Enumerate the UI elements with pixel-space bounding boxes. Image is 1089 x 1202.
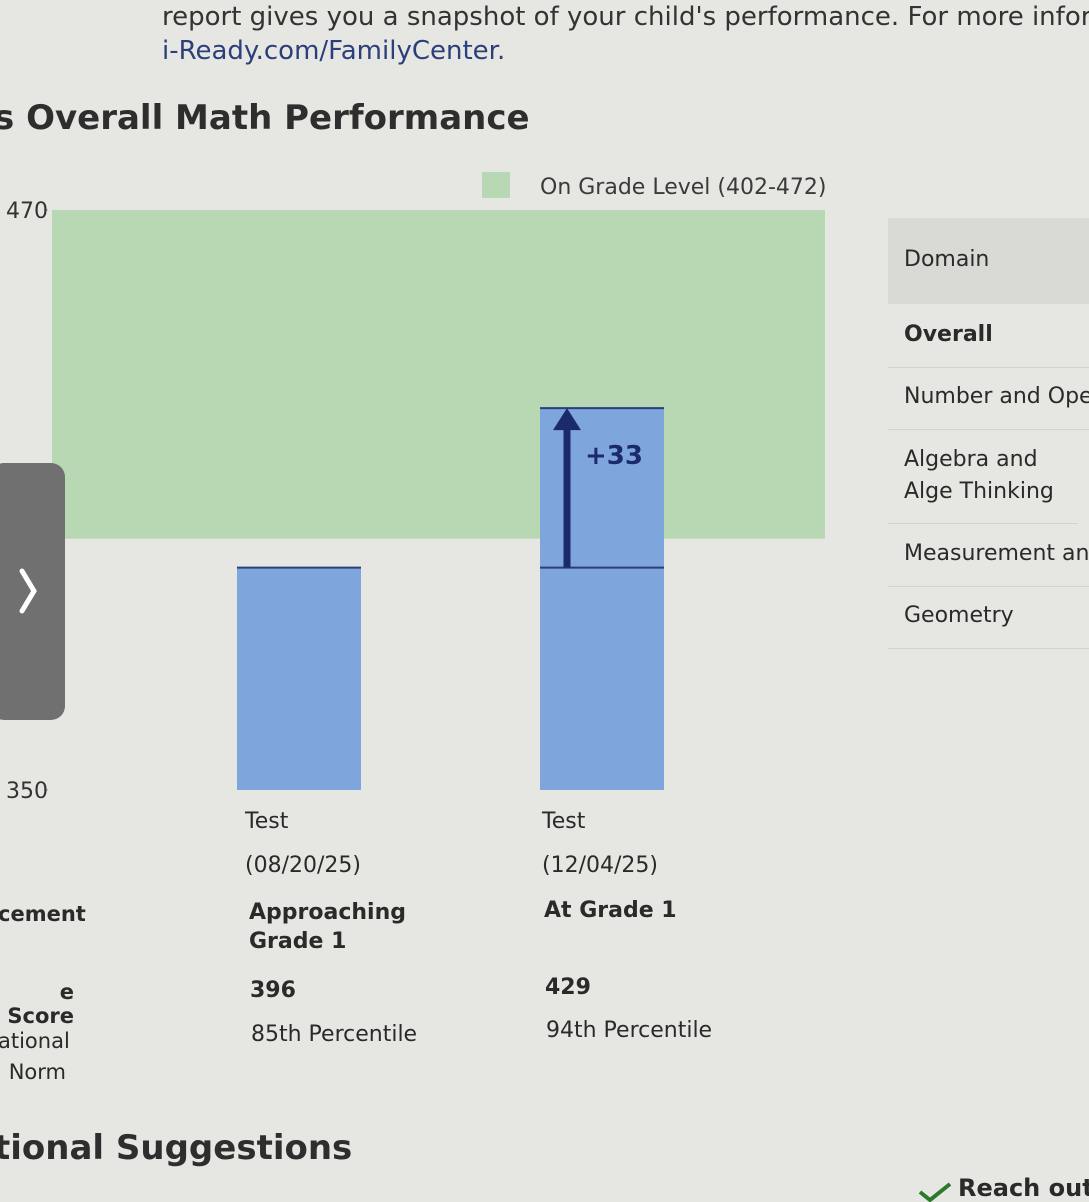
change-label: +33 [585, 441, 643, 471]
domain-row: Algebra and Alge Thinking [888, 444, 1078, 524]
domain-row: Overall [888, 306, 1089, 368]
percentile: 85th Percentile [251, 1022, 418, 1047]
change-arrowhead [553, 408, 581, 431]
scale-score: 429 [545, 975, 591, 1000]
x-tick-label: Test (08/20/25) [245, 809, 361, 878]
legend-label: On Grade Level (402-472) [540, 175, 826, 200]
domain-row: Number and Ope [888, 368, 1089, 430]
y-tick-label: 350 [6, 779, 48, 804]
row-label: e Score [7, 980, 74, 1028]
chart: On Grade Level (402-472) 350 470 +33 [6, 172, 826, 804]
grade-level-band [52, 210, 825, 539]
intro-text: report gives you a snapshot of your chil… [162, 2, 1089, 32]
chevron-icon [19, 568, 37, 614]
reach-out[interactable]: Reach out [958, 1174, 1089, 1202]
domain-row: Geometry [888, 587, 1089, 649]
percentile: 94th Percentile [546, 1018, 713, 1043]
family-center-link[interactable]: i-Ready.com/FamilyCenter. [162, 36, 506, 66]
check-icon [918, 1182, 952, 1202]
bar [540, 408, 664, 790]
row-label: cement [0, 902, 86, 926]
domain-row: Measurement an [888, 525, 1089, 587]
placement: Approaching Grade 1 [249, 900, 406, 954]
section-title: s Overall Math Performance [0, 98, 530, 138]
y-tick-label: 470 [6, 199, 48, 224]
next-button[interactable] [0, 463, 65, 720]
x-tick-label: Test (12/04/25) [542, 809, 658, 878]
row-label: ational Norm [0, 1029, 70, 1084]
section-title: tional Suggestions [0, 1128, 353, 1168]
domain-header: Domain [888, 218, 1089, 304]
placement: At Grade 1 [544, 898, 677, 923]
legend-swatch [482, 172, 510, 198]
bar [237, 567, 361, 790]
scale-score: 396 [250, 978, 296, 1003]
